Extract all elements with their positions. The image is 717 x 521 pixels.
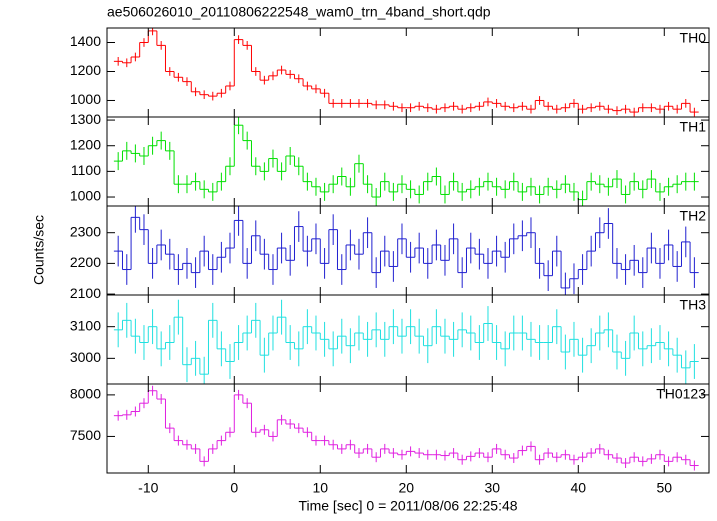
y-tick-label: 3100 bbox=[70, 317, 101, 333]
x-tick-label: 10 bbox=[312, 480, 328, 496]
x-tick-label: -10 bbox=[138, 480, 158, 496]
panel-frame bbox=[106, 205, 710, 296]
panel-frame bbox=[106, 294, 710, 385]
y-tick-label: 2200 bbox=[70, 254, 101, 270]
panel-frame bbox=[106, 116, 710, 207]
y-tick-label: 1300 bbox=[70, 111, 101, 127]
y-tick-label: 7500 bbox=[70, 427, 101, 443]
panel-label: TH0 bbox=[680, 30, 707, 46]
panel bbox=[113, 117, 699, 206]
panel-label: TH3 bbox=[680, 297, 707, 313]
y-tick-label: 2100 bbox=[70, 285, 101, 301]
chart-title: ae506026010_20110806222548_wam0_trn_4ban… bbox=[107, 4, 491, 20]
x-axis-label: Time [sec] 0 = 2011/08/06 22:25:48 bbox=[298, 498, 517, 514]
y-tick-label: 2300 bbox=[70, 223, 101, 239]
panel-label: TH1 bbox=[680, 119, 707, 135]
panel bbox=[113, 28, 699, 117]
x-tick-label: 0 bbox=[230, 480, 238, 496]
y-tick-label: 1000 bbox=[70, 91, 101, 107]
panel-frame bbox=[106, 383, 710, 474]
panel bbox=[113, 385, 699, 471]
y-tick-label: 8000 bbox=[70, 386, 101, 402]
x-tick-label: 20 bbox=[398, 480, 414, 496]
panel bbox=[113, 206, 699, 295]
panel-label: TH0123 bbox=[656, 386, 706, 402]
panel bbox=[113, 299, 699, 384]
y-tick-label: 1200 bbox=[70, 62, 101, 78]
y-tick-label: 1200 bbox=[70, 136, 101, 152]
y-tick-label: 3000 bbox=[70, 349, 101, 365]
panel-label: TH2 bbox=[680, 208, 707, 224]
y-axis-label: Counts/sec bbox=[31, 215, 47, 285]
y-tick-label: 1400 bbox=[70, 33, 101, 49]
y-tick-label: 1100 bbox=[71, 162, 101, 178]
y-tick-label: 1000 bbox=[70, 188, 101, 204]
panel-frame bbox=[106, 27, 710, 118]
x-tick-label: 50 bbox=[656, 480, 672, 496]
x-tick-label: 30 bbox=[484, 480, 500, 496]
x-tick-label: 40 bbox=[570, 480, 586, 496]
